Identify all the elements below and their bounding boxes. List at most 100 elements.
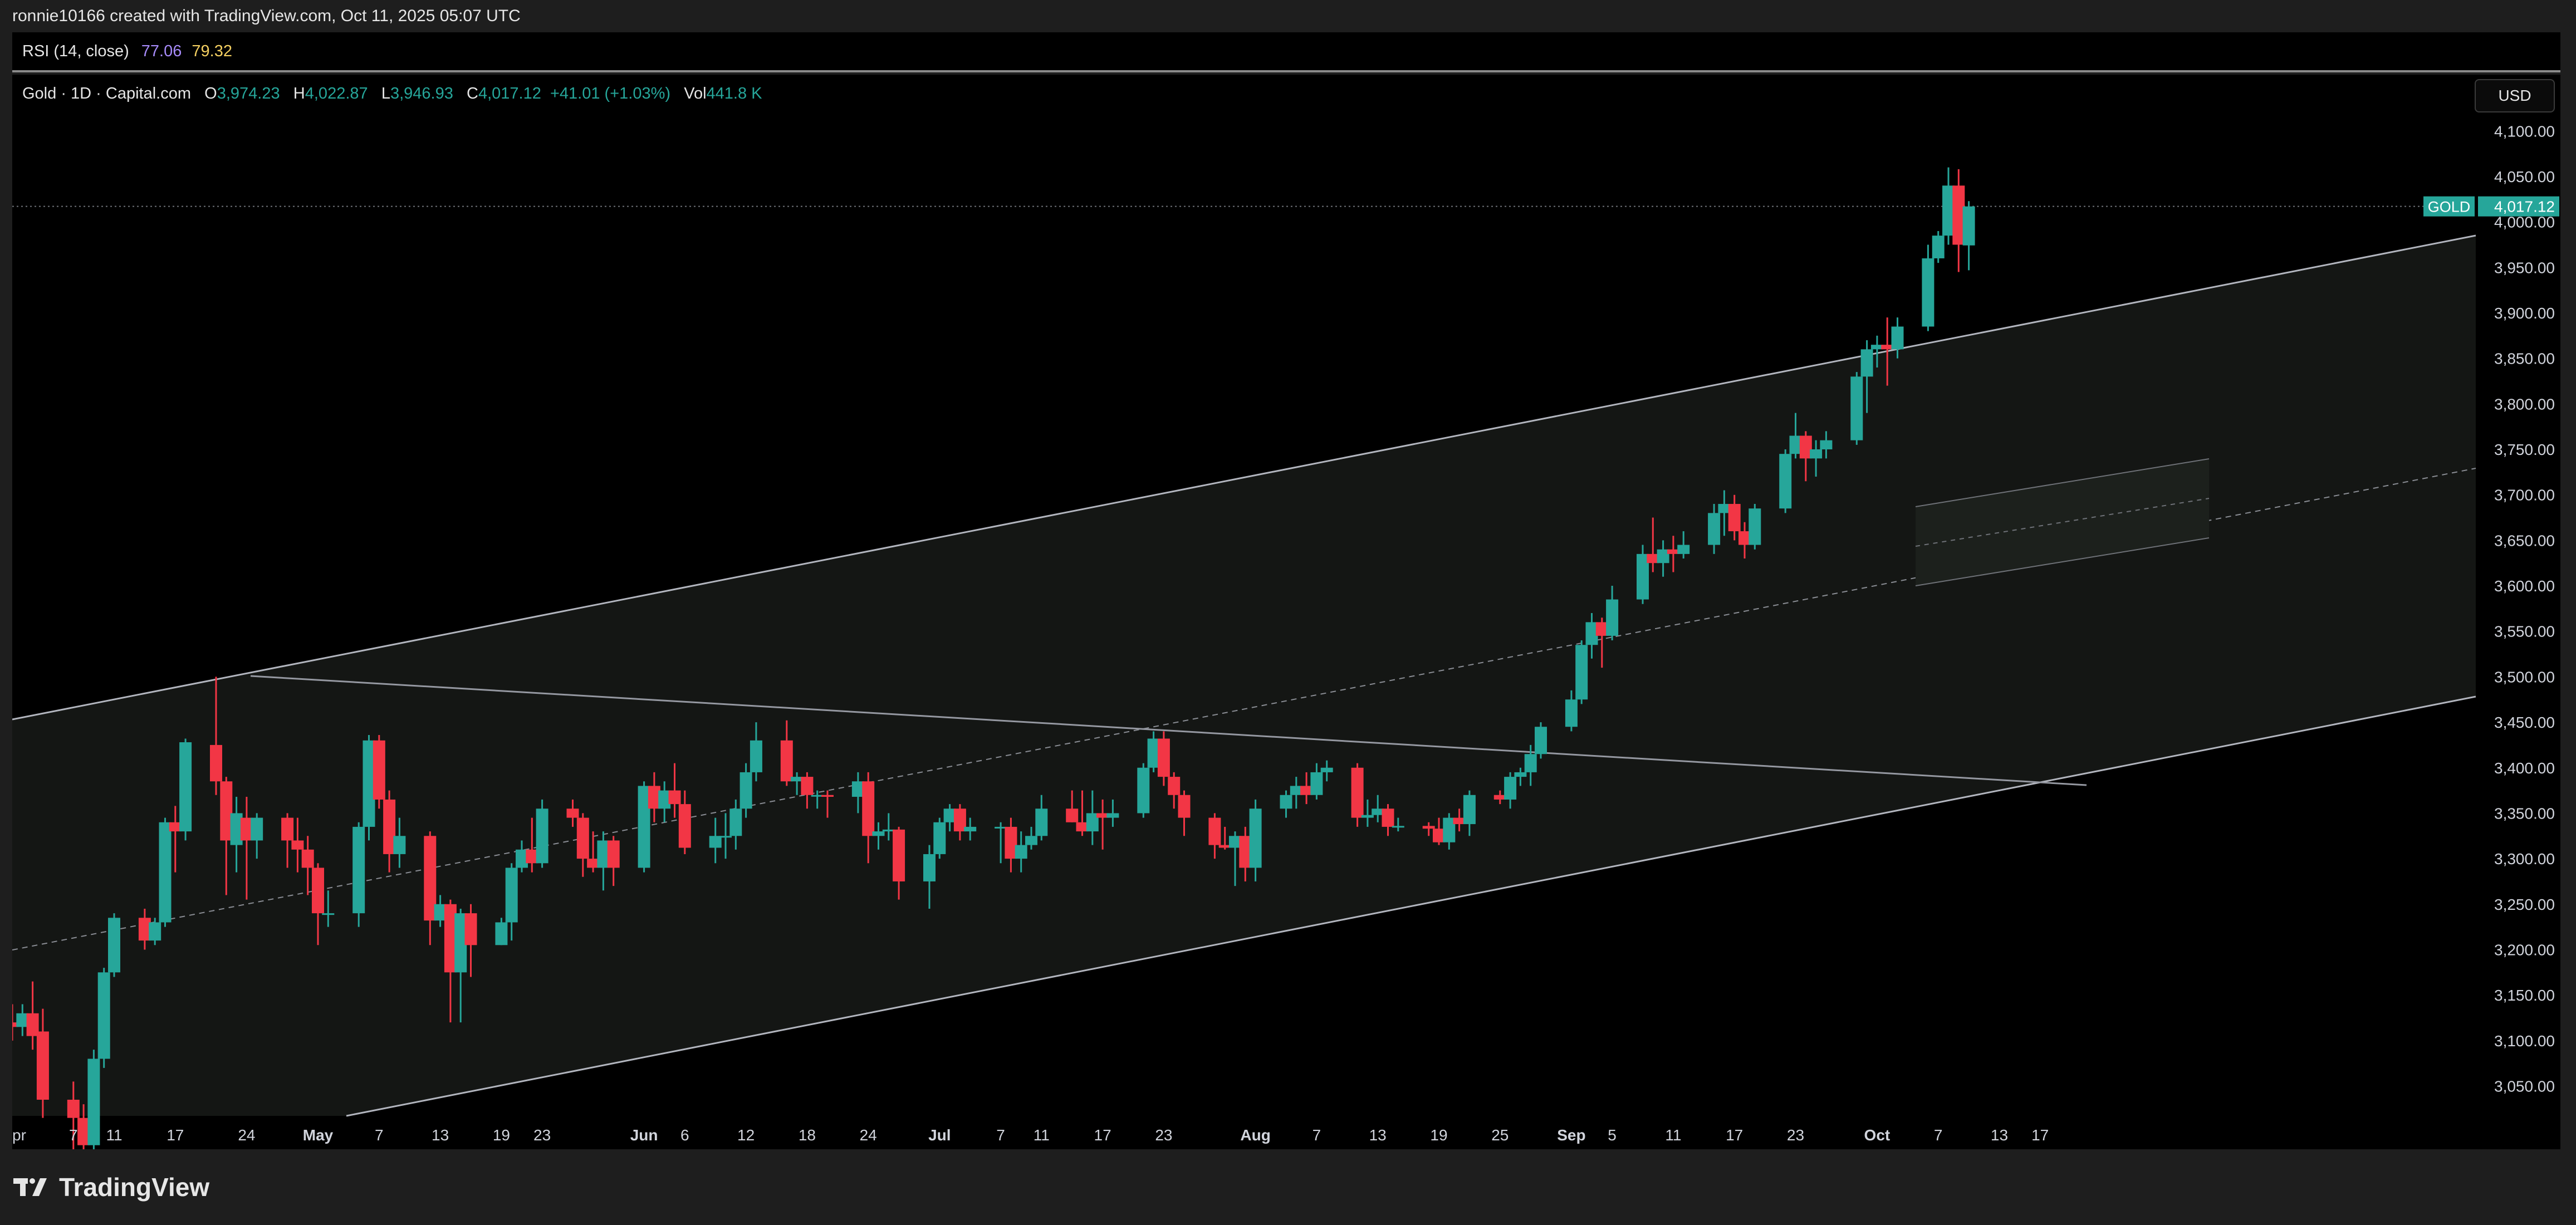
candle-body xyxy=(801,777,814,795)
candle-body xyxy=(1524,754,1537,772)
time-tick-label: pr xyxy=(12,1126,26,1144)
time-tick-label: Sep xyxy=(1557,1126,1585,1144)
brand-name: TradingView xyxy=(59,1173,210,1202)
candle-body xyxy=(97,972,110,1059)
time-tick-label: 12 xyxy=(737,1126,755,1144)
time-tick-label: 7 xyxy=(69,1126,78,1144)
last-price-tag: GOLD 4,017.12 xyxy=(2423,196,2559,217)
candle-body xyxy=(1657,549,1669,564)
candle-body xyxy=(638,786,650,868)
candle-body xyxy=(251,817,263,841)
channel-lower-line[interactable] xyxy=(346,695,2476,1117)
candle-body xyxy=(240,817,253,841)
candle-body xyxy=(607,840,620,868)
chart-pane[interactable]: 3,050.00 3,100.00 3,150.00 3,200.00 3,250.00… xyxy=(12,75,2560,1149)
time-tick-label: 24 xyxy=(860,1126,877,1144)
channel-fill xyxy=(12,236,2476,1116)
time-tick-label: 19 xyxy=(1430,1126,1447,1144)
rsi-label[interactable]: RSI (14, close) xyxy=(22,42,129,60)
trend-channel[interactable] xyxy=(12,234,2476,1117)
candle-body xyxy=(1677,545,1690,554)
candle-body xyxy=(1208,817,1221,845)
time-tick-label: 17 xyxy=(2031,1126,2049,1144)
candle-body xyxy=(1891,326,1904,350)
created-by-bar: ronnie10166 created with TradingView.com… xyxy=(0,0,2576,32)
price-chart[interactable]: 3,050.00 3,100.00 3,150.00 3,200.00 3,250.00… xyxy=(12,75,2560,1149)
candle-body xyxy=(821,795,834,797)
candle-body xyxy=(872,831,885,836)
price-tick-label: 3,300.00 xyxy=(2494,850,2555,868)
channel-midline[interactable] xyxy=(12,468,2476,950)
candle-body xyxy=(1708,513,1721,545)
time-tick-label: 7 xyxy=(1313,1126,1321,1144)
currency-button[interactable]: USD xyxy=(2475,79,2555,112)
candle-body xyxy=(424,836,437,921)
candle-body xyxy=(505,868,518,923)
candle-body xyxy=(536,808,548,864)
candle-body xyxy=(352,826,365,914)
time-axis[interactable]: pr 7 11 17 24 May 7 13 19 23 Jun 6 12 18 24 Jul 7 11 17 23 A… xyxy=(12,1126,2049,1144)
candle-body xyxy=(1932,236,1945,258)
candle-body xyxy=(729,808,742,836)
channel-upper-line[interactable] xyxy=(12,234,2476,721)
candle-body xyxy=(1952,185,1965,245)
candle-body xyxy=(1667,549,1679,554)
candle-body xyxy=(1290,786,1302,795)
candle-body xyxy=(1493,795,1506,800)
time-tick-label: 6 xyxy=(680,1126,689,1144)
price-tick-label: 3,200.00 xyxy=(2494,941,2555,958)
candle-body xyxy=(1433,829,1445,842)
descending-trendline[interactable] xyxy=(250,675,2087,786)
close-label: C xyxy=(467,85,478,102)
candle-body xyxy=(1799,435,1812,459)
time-tick-label: 17 xyxy=(1094,1126,1111,1144)
tradingview-logo[interactable]: TradingView xyxy=(12,1172,209,1202)
tradingview-logo-icon xyxy=(13,1178,47,1196)
price-tick-label: 4,100.00 xyxy=(2494,122,2555,140)
symbol-title[interactable]: Gold · 1D · Capital.com xyxy=(22,85,191,102)
candle-body xyxy=(750,740,762,772)
flag-lower-line[interactable] xyxy=(1915,537,2210,586)
candle-body xyxy=(1962,206,1975,246)
candle-body xyxy=(923,854,936,881)
candle-body xyxy=(1310,772,1323,795)
time-tick-label: Jul xyxy=(928,1126,951,1144)
candle-body xyxy=(516,849,528,868)
price-tick-label: 4,050.00 xyxy=(2494,168,2555,185)
time-tick-label: 23 xyxy=(533,1126,551,1144)
candle-body xyxy=(1565,699,1578,727)
candle-body xyxy=(1942,185,1955,236)
candle-body xyxy=(464,913,477,945)
candle-body xyxy=(1422,826,1435,829)
price-tick-label: 3,450.00 xyxy=(2494,714,2555,731)
candle-body xyxy=(851,781,864,797)
time-tick-label: May xyxy=(303,1126,334,1144)
time-tick-label: 19 xyxy=(493,1126,510,1144)
candle-body xyxy=(1860,349,1873,377)
time-tick-label: 5 xyxy=(1608,1126,1617,1144)
candle-body xyxy=(526,849,538,864)
candle-body xyxy=(1249,808,1262,868)
candle-body xyxy=(1514,772,1527,777)
price-tick-label: 3,600.00 xyxy=(2494,577,2555,595)
time-tick-label: 11 xyxy=(1034,1126,1050,1144)
high-label: H xyxy=(293,85,305,102)
candle-body xyxy=(1382,808,1394,827)
candle-body xyxy=(1300,786,1313,795)
candle-body xyxy=(709,836,722,848)
candle-body xyxy=(210,744,222,782)
candle-body xyxy=(1361,815,1374,818)
candle-body xyxy=(1810,449,1823,459)
ohlc-legend[interactable]: Gold · 1D · Capital.com O3,974.23 H4,022… xyxy=(22,85,762,103)
candle-body xyxy=(16,1013,29,1027)
candle-body xyxy=(26,1013,39,1036)
candle-body xyxy=(230,813,243,845)
candlesticks xyxy=(12,167,1975,1149)
price-axis[interactable]: 3,050.00 3,100.00 3,150.00 3,200.00 3,250.00… xyxy=(2494,122,2555,1095)
flag-upper-line[interactable] xyxy=(1915,458,2210,507)
candle-body xyxy=(1789,435,1802,454)
rsi-pane[interactable]: RSI (14, close) 77.06 79.32 xyxy=(12,32,2560,72)
volume-value: 441.8 K xyxy=(706,85,762,102)
price-tick-label: 3,850.00 xyxy=(2494,350,2555,367)
candle-body xyxy=(943,808,956,822)
